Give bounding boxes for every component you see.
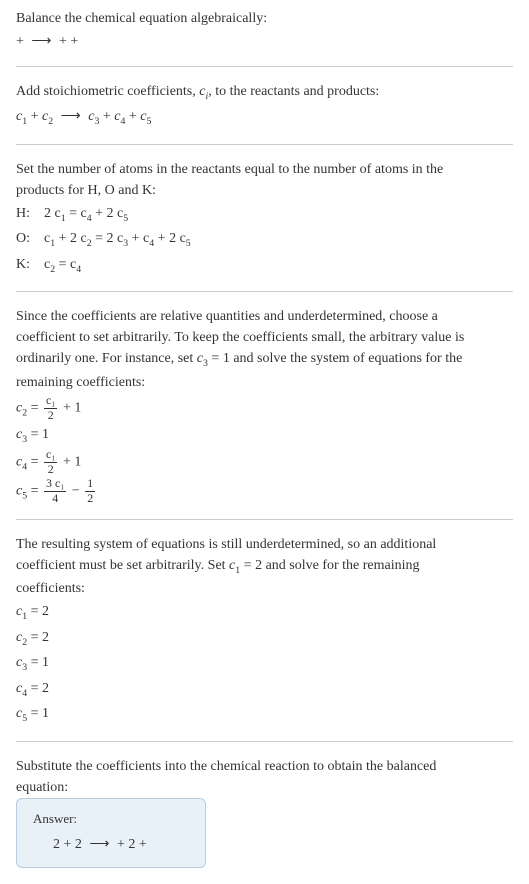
section-atom-equations: Set the number of atoms in the reactants… [16,159,513,277]
answer-label: Answer: [33,809,189,829]
result-p1: The resulting system of equations is sti… [16,534,513,555]
result-p3: coefficients: [16,578,513,599]
under-eq4: c5 = 3 c₁4 − 12 [16,478,513,505]
atom-intro-1: Set the number of atoms in the reactants… [16,159,513,180]
stoich-text: Add stoichiometric coefficients, ci, to … [16,81,513,104]
section-stoichiometric: Add stoichiometric coefficients, ci, to … [16,81,513,130]
stoich-equation: c1 + c2 ⟶ c3 + c4 + c5 [16,106,513,129]
result-eq3: c3 = 1 [16,652,513,675]
under-eq1: c2 = c₁2 + 1 [16,395,513,422]
section-resulting: The resulting system of equations is sti… [16,534,513,727]
section-balance-intro: Balance the chemical equation algebraica… [16,8,513,52]
atom-row-k: K: c2 = c4 [16,254,513,277]
under-eq2: c3 = 1 [16,424,513,447]
answer-box: Answer: 2 + 2 ⟶ + 2 + [16,798,206,869]
intro-equation: + ⟶ + + [16,31,513,52]
under-p4: remaining coefficients: [16,372,513,393]
under-p1: Since the coefficients are relative quan… [16,306,513,327]
sub-p1: Substitute the coefficients into the che… [16,756,513,777]
atom-intro-2: products for H, O and K: [16,180,513,201]
result-eq1: c1 = 2 [16,601,513,624]
divider [16,66,513,67]
result-eq5: c5 = 1 [16,703,513,726]
result-p2: coefficient must be set arbitrarily. Set… [16,555,513,578]
sub-p2: equation: [16,777,513,798]
atom-row-h: H: 2 c1 = c4 + 2 c5 [16,203,513,226]
under-p3: ordinarily one. For instance, set c3 = 1… [16,348,513,371]
result-eq2: c2 = 2 [16,627,513,650]
divider [16,291,513,292]
answer-equation: 2 + 2 ⟶ + 2 + [33,834,189,855]
atom-row-o: O: c1 + 2 c2 = 2 c3 + c4 + 2 c5 [16,228,513,251]
under-eq3: c4 = c₁2 + 1 [16,449,513,476]
under-p2: coefficient to set arbitrarily. To keep … [16,327,513,348]
section-substitute: Substitute the coefficients into the che… [16,756,513,869]
divider [16,144,513,145]
divider [16,741,513,742]
section-underdetermined: Since the coefficients are relative quan… [16,306,513,504]
divider [16,519,513,520]
intro-text: Balance the chemical equation algebraica… [16,8,513,29]
result-eq4: c4 = 2 [16,678,513,701]
